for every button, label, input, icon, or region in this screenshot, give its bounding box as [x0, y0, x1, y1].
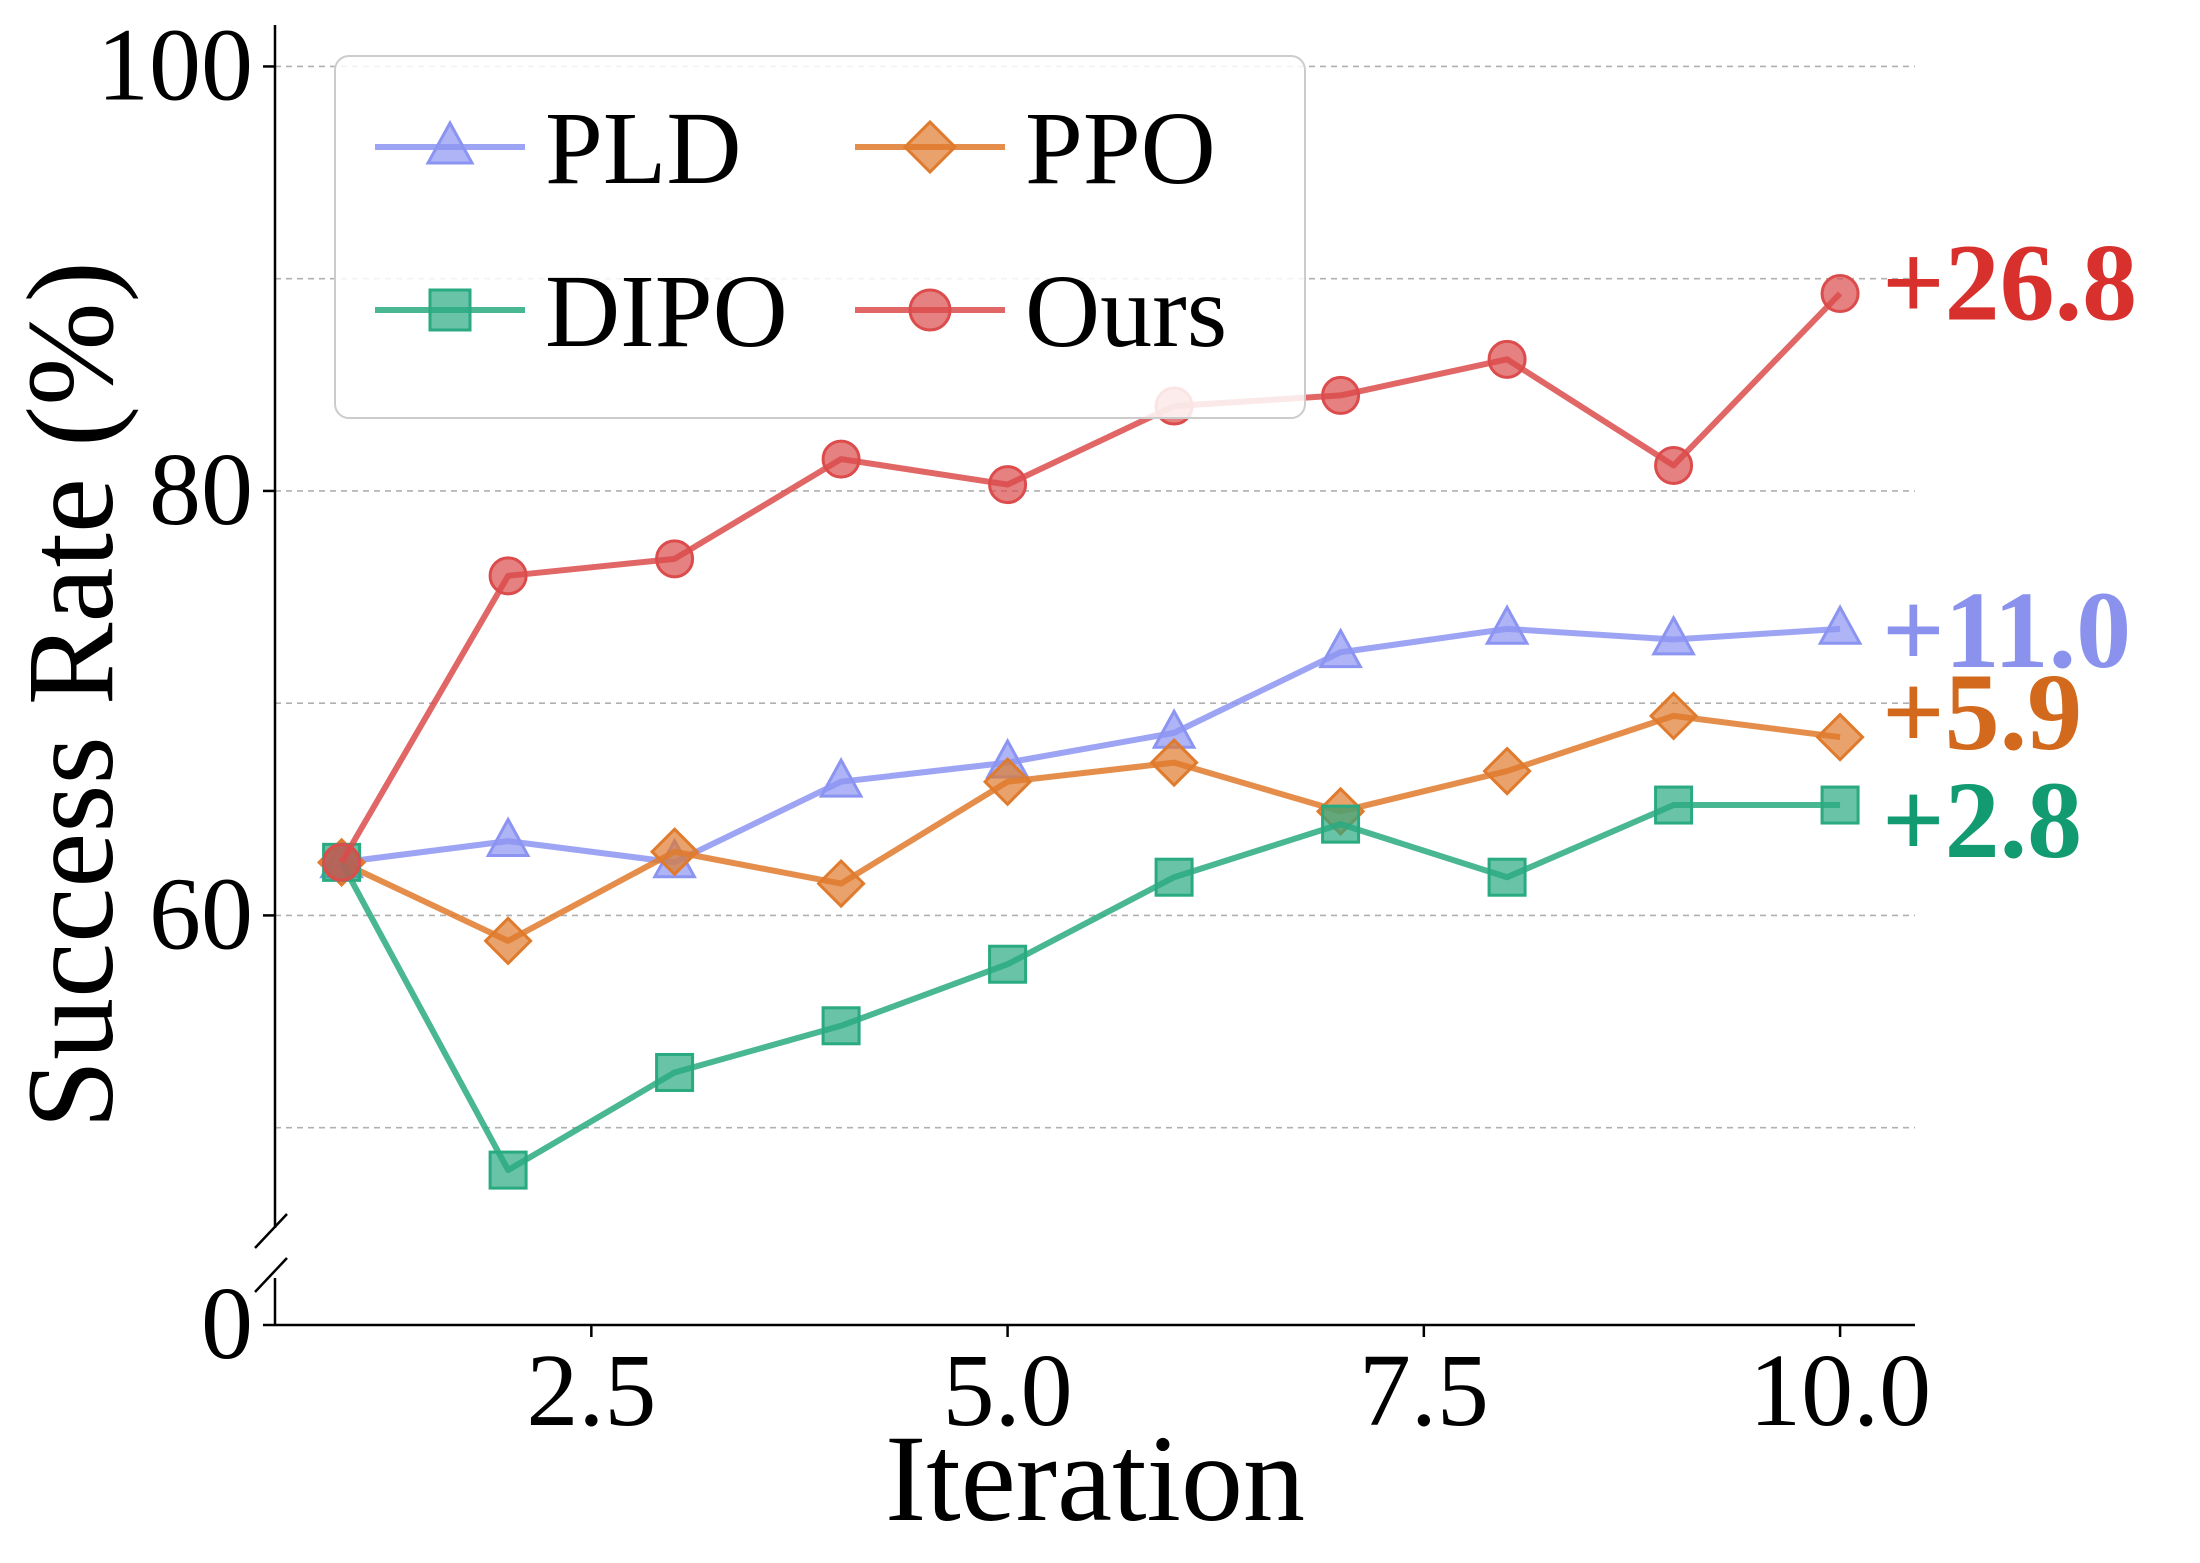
data-point-ppo [649, 827, 700, 877]
data-point-pld [1817, 604, 1863, 645]
series-lines [316, 274, 1865, 1190]
data-point-ppo [1149, 737, 1199, 788]
series-pld [319, 604, 1863, 879]
series-ours [322, 274, 1860, 882]
data-point-ours [655, 539, 695, 579]
data-point-dipo [1154, 857, 1194, 897]
x-tick-label: 5.0 [943, 1333, 1073, 1448]
x-tick-label: 10.0 [1749, 1333, 1931, 1448]
data-point-ours [988, 465, 1028, 505]
data-point-ours [1820, 274, 1860, 314]
data-point-ours [488, 556, 528, 596]
x-tick-label: 2.5 [526, 1333, 656, 1448]
data-point-dipo [488, 1150, 528, 1190]
data-point-dipo [1321, 804, 1361, 844]
data-point-pld [1484, 604, 1530, 645]
series-dipo [322, 785, 1860, 1190]
axes: 0 60 80 100 2.5 5.0 7.5 10.0 [97, 7, 1931, 1448]
data-point-pld [485, 816, 531, 858]
data-point-ours [1487, 339, 1527, 379]
data-point-ppo [1815, 712, 1865, 762]
legend-item-ours: Ours [855, 254, 1227, 369]
legend-label-ours: Ours [1025, 254, 1227, 369]
data-point-ppo [1482, 746, 1532, 796]
legend-label-ppo: PPO [1025, 91, 1216, 206]
data-point-dipo [1487, 857, 1527, 897]
y-tick-label: 80 [149, 432, 253, 547]
data-point-dipo [988, 944, 1028, 984]
y-tick-label: 0 [201, 1266, 253, 1381]
x-axis-title: Iteration [885, 1410, 1305, 1547]
series-line-pld [341, 625, 1841, 866]
legend-marker-dipo [428, 288, 472, 332]
legend-item-ppo: PPO [855, 91, 1216, 206]
legend-box [334, 55, 1306, 419]
data-point-ours [1654, 445, 1694, 485]
data-point-dipo [821, 1006, 861, 1046]
data-point-ppo [982, 757, 1033, 807]
data-point-ppo [816, 858, 866, 909]
legend: PLD PPO DIPO Ours [334, 55, 1306, 419]
y-tick-label: 100 [97, 7, 253, 122]
data-point-ours [1321, 375, 1361, 415]
axis-break-mark [254, 1213, 288, 1249]
data-point-ppo [1648, 691, 1699, 741]
data-point-ppo [483, 916, 533, 966]
legend-marker-ours [908, 288, 952, 332]
data-point-dipo [1820, 785, 1860, 825]
data-point-pld [1318, 627, 1363, 669]
gain-label-ppo: +5.9 [1882, 651, 2082, 773]
legend-label-dipo: DIPO [545, 254, 788, 369]
data-point-dipo [655, 1052, 695, 1092]
data-point-pld [818, 756, 864, 798]
legend-label-pld: PLD [545, 91, 741, 206]
legend-marker-pld [425, 119, 475, 165]
data-point-ours [322, 842, 362, 882]
series-line-ppo [340, 712, 1841, 944]
legend-marker-ppo [902, 119, 958, 175]
y-axis-title: Success Rate (%) [2, 261, 139, 1129]
gain-label-pld: +11.0 [1882, 569, 2131, 691]
series-line-ours [339, 291, 1843, 864]
legend-item-pld: PLD [375, 91, 741, 206]
data-point-dipo [1654, 785, 1694, 825]
gain-label-ours: +26.8 [1882, 222, 2137, 344]
gain-label-dipo: +2.8 [1882, 759, 2082, 881]
series-line-dipo [338, 802, 1841, 1174]
legend-item-dipo: DIPO [375, 254, 788, 369]
data-point-pld [1651, 614, 1696, 656]
data-point-ours [821, 439, 861, 479]
gain-labels: +11.0+5.9+2.8 +26.8 [1882, 222, 2137, 882]
x-tick-label: 7.5 [1359, 1333, 1489, 1448]
axis-break-mark [254, 1257, 288, 1293]
y-tick-label: 60 [149, 856, 253, 971]
